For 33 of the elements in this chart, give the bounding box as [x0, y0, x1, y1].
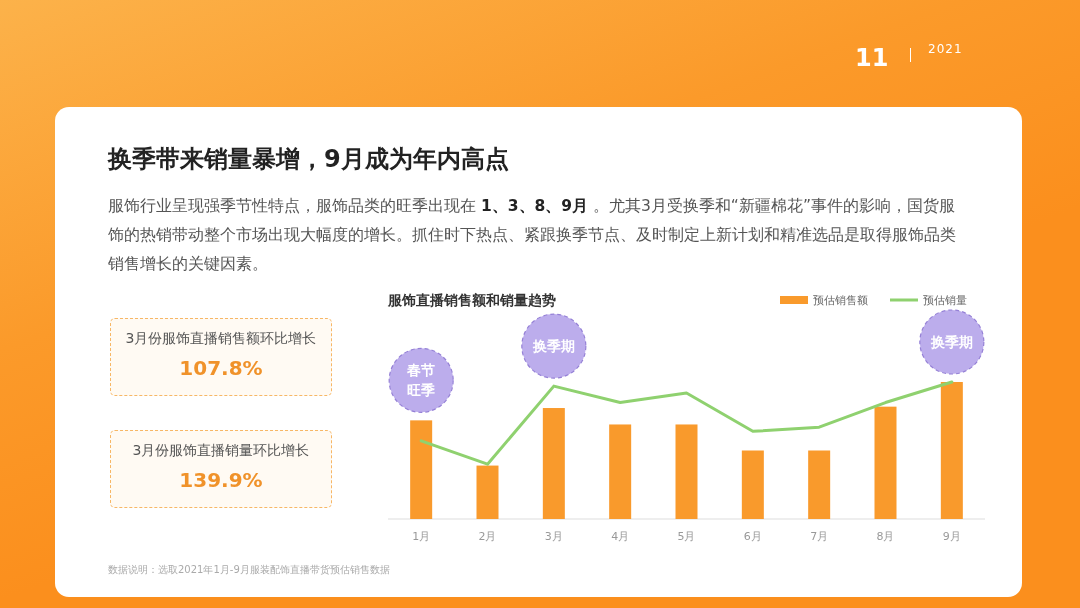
text: 数据说明：选取2021年1月-9月服装配饰直播带货预估销售数据 — [108, 564, 390, 575]
x-tick-label: 9月 — [942, 530, 961, 543]
bar — [808, 450, 831, 519]
bar — [542, 408, 565, 519]
text: 换季带来销量暴增，9月成为年内高点 — [108, 144, 509, 175]
bar — [675, 424, 698, 519]
x-tick-label: 8月 — [876, 530, 895, 543]
bar — [410, 420, 433, 519]
bar — [741, 450, 764, 519]
bar — [874, 406, 897, 519]
x-tick-label: 4月 — [611, 530, 630, 543]
annotation: 换季期 — [531, 338, 575, 355]
chart-title: 服饰直播销售额和销量趋势 — [387, 292, 556, 308]
x-tick-label: 3月 — [544, 530, 563, 543]
x-tick-label: 1月 — [412, 530, 431, 543]
annotation: 换季期 — [929, 334, 973, 350]
bar — [609, 424, 632, 519]
text: 2021 — [928, 42, 963, 56]
annotation: 春节旺季 — [406, 362, 436, 399]
x-tick-label: 7月 — [810, 530, 829, 543]
text: 107.8% — [178, 356, 264, 380]
legend-label: 预估销售额 — [813, 294, 868, 307]
bar — [940, 382, 963, 519]
text: 139.9% — [178, 468, 264, 492]
x-tick-label: 6月 — [743, 530, 762, 543]
text: 11 — [855, 44, 889, 72]
x-tick-label: 5月 — [677, 530, 696, 543]
text: 服饰行业呈现强季节性特点，服饰品类的旺季出现在 1、3、8、9月 。尤其3月受换季和“新疆棉花”事件的影响，国货服饰的热销带动整个市场出现大幅度的增长。抓住时下热点、紧跟换季节点、及时制定上新计划和精准选品是取得服饰品类销售增长的关键因素。 — [108, 196, 957, 275]
text: 3月份服饰直播销量环比增长 — [131, 442, 311, 460]
bar — [476, 465, 499, 519]
legend-label: 预估销量 — [923, 294, 967, 307]
text: 3月份服饰直播销售额环比增长 — [124, 330, 318, 348]
x-tick-label: 2月 — [478, 530, 497, 543]
